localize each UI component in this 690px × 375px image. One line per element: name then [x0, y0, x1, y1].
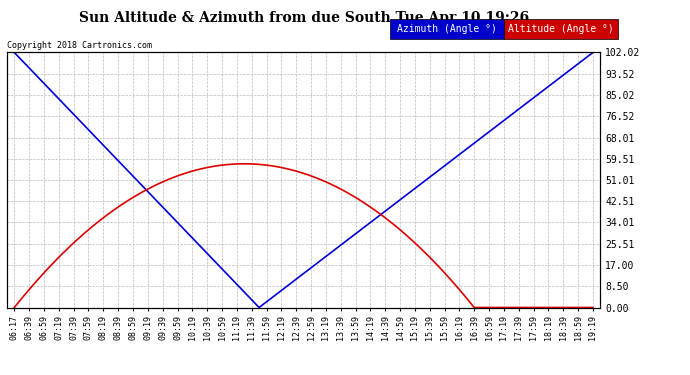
Text: Altitude (Angle °): Altitude (Angle °) — [508, 24, 614, 34]
Text: Azimuth (Angle °): Azimuth (Angle °) — [397, 24, 497, 34]
Text: Sun Altitude & Azimuth from due South Tue Apr 10 19:26: Sun Altitude & Azimuth from due South Tu… — [79, 11, 529, 25]
Text: Copyright 2018 Cartronics.com: Copyright 2018 Cartronics.com — [7, 41, 152, 50]
